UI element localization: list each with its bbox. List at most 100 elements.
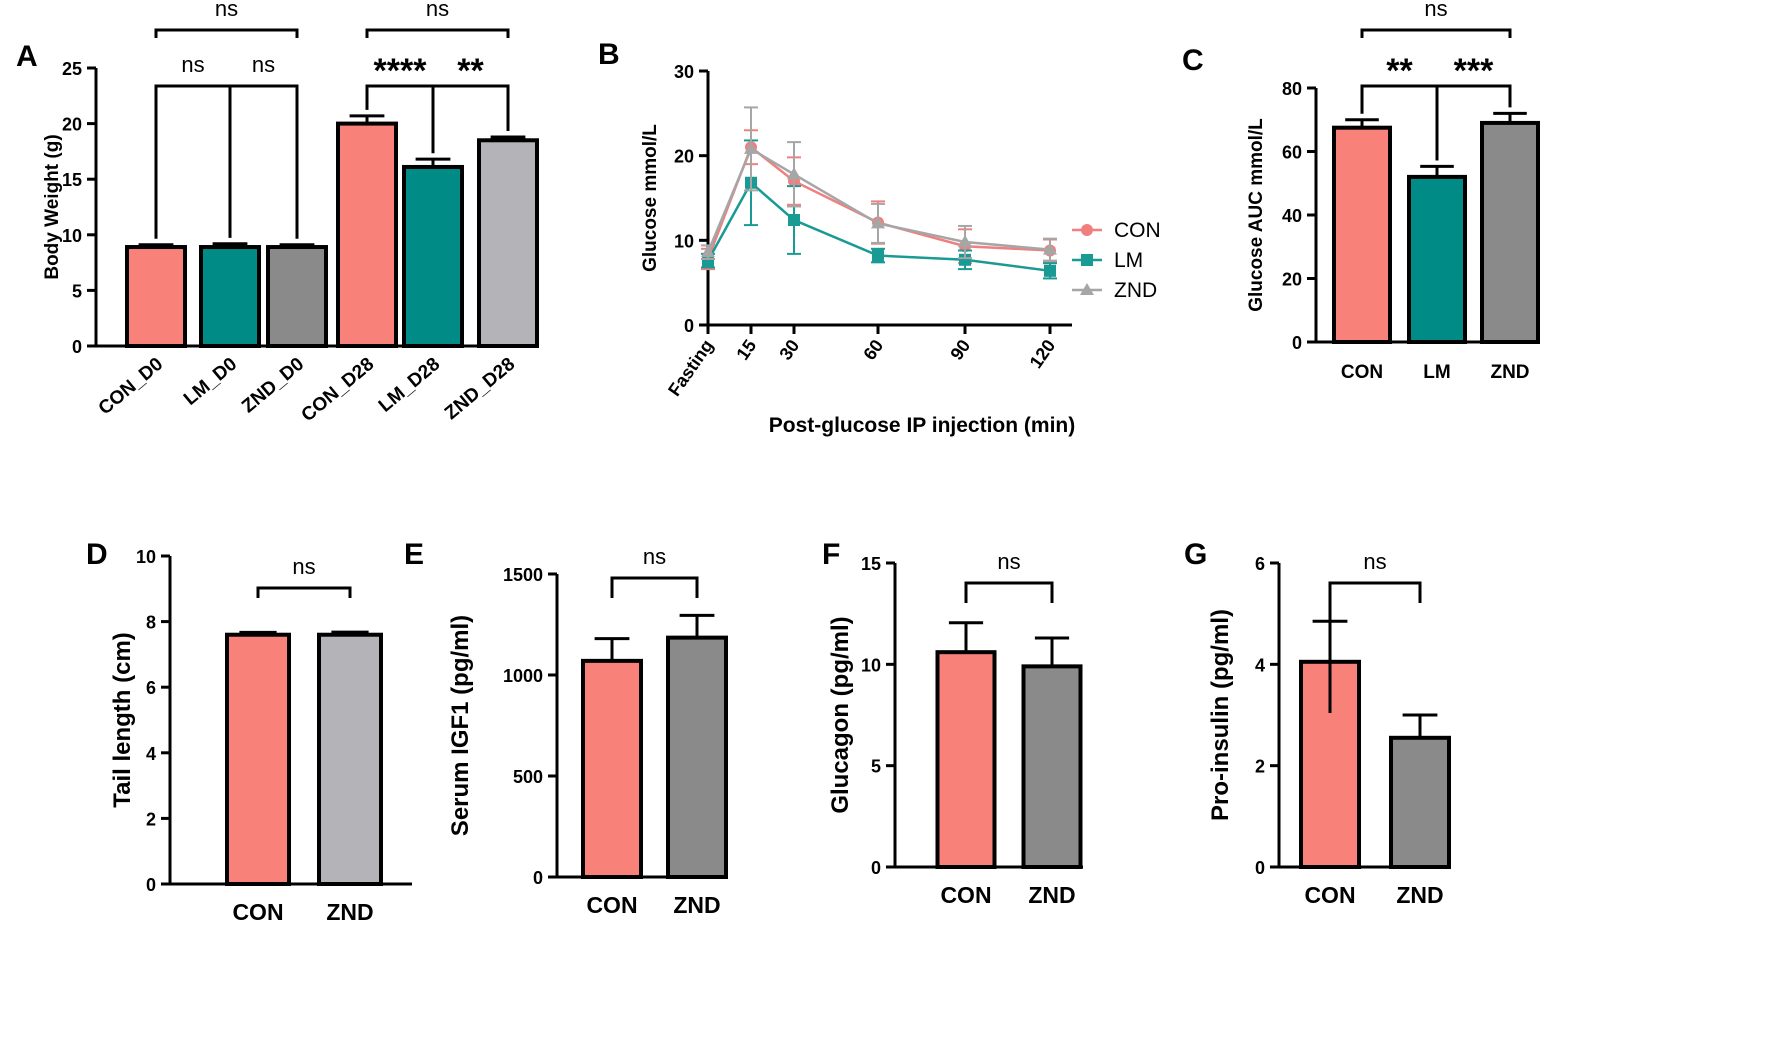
data-point-triangle <box>1043 242 1057 255</box>
significance-bracket <box>154 84 232 239</box>
panel-letter: B <box>598 38 620 71</box>
x-category-label: CON <box>1341 362 1383 383</box>
y-tick-label: 10 <box>674 231 694 251</box>
x-category-label: ZND <box>326 899 373 925</box>
panel-g: G 0 2 4 6 Pro-insulin (pg/ml) CON ZND ns <box>1184 538 1451 908</box>
series-znd <box>701 106 1057 262</box>
significance-bracket <box>365 28 510 38</box>
bar-con <box>581 658 643 879</box>
x-category-label: CON <box>232 899 283 925</box>
y-tick-label: 15 <box>62 170 82 190</box>
data-point-square <box>872 249 884 262</box>
bar-lm-d28 <box>402 164 464 348</box>
y-axis-title: Tail length (cm) <box>109 632 136 808</box>
series-line <box>706 180 1051 273</box>
y-tick-label: 60 <box>1282 143 1302 163</box>
y-tick-label: 40 <box>1282 206 1302 226</box>
bar-znd <box>317 632 383 886</box>
y-tick-label: 20 <box>1282 270 1302 290</box>
significance-label: ns <box>181 52 204 77</box>
y-tick-label: 8 <box>146 613 156 633</box>
panel-letter: C <box>1182 44 1204 77</box>
x-category-label: ZND <box>1028 882 1075 908</box>
x-tick-label: 120 <box>1026 336 1060 372</box>
panel-d: D 0 2 4 6 8 10 Tail length (cm) CON ZND ns <box>86 538 412 925</box>
y-tick-label: 25 <box>62 59 82 79</box>
bar-con <box>225 632 291 886</box>
bar-znd-d0 <box>266 245 328 348</box>
data-point-square <box>788 214 800 227</box>
legend-marker <box>1081 254 1093 266</box>
x-tick-label: 15 <box>732 336 760 364</box>
y-tick-label: 4 <box>146 744 156 764</box>
significance-label: ns <box>997 549 1020 574</box>
data-point-triangle <box>744 141 758 154</box>
y-tick-label: 1000 <box>503 666 543 686</box>
significance-bracket <box>256 586 352 598</box>
data-point-triangle <box>871 216 885 229</box>
significance-label: ns <box>643 544 666 569</box>
y-tick-label: 20 <box>674 147 694 167</box>
x-category-label: ZND <box>1490 362 1529 383</box>
y-axis-title: Glucose AUC mmol/L <box>1246 118 1267 312</box>
bar-con <box>1332 125 1392 344</box>
series-lm <box>701 139 1057 280</box>
bar-lm-d0 <box>199 245 261 348</box>
panel-letter: G <box>1184 538 1207 571</box>
legend-label: LM <box>1114 249 1143 272</box>
y-tick-label: 500 <box>513 767 543 787</box>
y-tick-label: 0 <box>871 858 881 878</box>
y-axis-title: Serum IGF1 (pg/ml) <box>447 615 474 836</box>
x-tick-label: 30 <box>775 336 803 364</box>
data-point-square <box>1044 264 1056 277</box>
significance-label: *** <box>1454 52 1494 90</box>
y-tick-label: 5 <box>72 281 82 301</box>
panel-letter: F <box>822 538 840 571</box>
y-tick-label: 0 <box>533 868 543 888</box>
significance-bracket <box>154 28 299 38</box>
x-category-label: ZND <box>673 892 720 918</box>
significance-bracket <box>431 84 510 154</box>
significance-label: ** <box>1386 52 1413 90</box>
y-tick-label: 10 <box>62 226 82 246</box>
y-tick-label: 6 <box>1255 554 1265 574</box>
x-tick-label: 60 <box>859 336 887 364</box>
panel-f: F 0 5 10 15 Glucagon (pg/ml) CON ZND ns <box>822 538 1083 908</box>
x-category-label: LM_D28 <box>375 354 444 417</box>
significance-label: ns <box>252 52 275 77</box>
y-tick-label: 2 <box>146 809 156 829</box>
x-category-label: ZND <box>1396 882 1443 908</box>
y-tick-label: 5 <box>871 757 881 777</box>
panel-e: E 0 500 1000 1500 Serum IGF1 (pg/ml) CON ZND ns <box>404 538 728 918</box>
y-tick-label: 0 <box>1255 858 1265 878</box>
bar-con-d0 <box>125 245 187 348</box>
legend: CON LM ZND <box>1072 219 1161 302</box>
significance-label: **** <box>374 52 428 90</box>
x-category-label: CON_D0 <box>95 354 168 420</box>
panel-letter: E <box>404 538 424 571</box>
bar-lm <box>1407 174 1467 344</box>
x-category-label: LM <box>1423 362 1450 383</box>
y-axis-title: Glucose mmol/L <box>640 124 661 272</box>
y-tick-label: 0 <box>684 316 694 336</box>
y-tick-label: 2 <box>1255 757 1265 777</box>
y-axis-title: Body Weight (g) <box>42 134 63 279</box>
bar-con-d28 <box>336 121 398 348</box>
significance-bracket <box>1360 28 1512 38</box>
data-point-square <box>959 253 971 266</box>
x-category-label: CON <box>940 882 991 908</box>
series-line <box>706 147 1051 253</box>
bar-znd-d28 <box>477 138 539 348</box>
legend-label: CON <box>1114 219 1161 242</box>
x-category-label: ZND_D0 <box>238 354 308 418</box>
x-category-label: LM_D0 <box>180 354 241 410</box>
significance-bracket <box>228 84 299 239</box>
x-tick-label: Fasting <box>664 336 717 400</box>
significance-label: ns <box>1363 549 1386 574</box>
legend-marker <box>1081 224 1093 236</box>
bar-znd <box>666 635 728 879</box>
significance-bracket <box>1328 581 1422 713</box>
x-category-label: CON <box>1304 882 1355 908</box>
